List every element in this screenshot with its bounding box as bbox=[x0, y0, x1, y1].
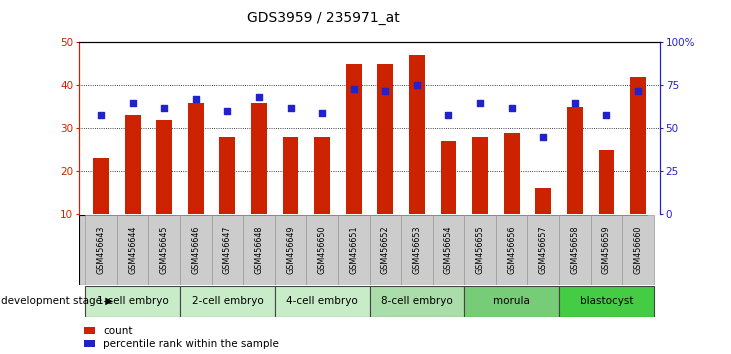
Point bbox=[253, 95, 265, 100]
Bar bbox=[93, 158, 109, 257]
Point bbox=[284, 105, 296, 110]
Bar bbox=[433, 215, 464, 285]
Text: GSM456658: GSM456658 bbox=[570, 225, 579, 274]
Point bbox=[159, 105, 170, 110]
Text: GSM456652: GSM456652 bbox=[381, 225, 390, 274]
Bar bbox=[148, 215, 180, 285]
Text: 4-cell embryo: 4-cell embryo bbox=[287, 296, 358, 306]
Bar bbox=[180, 286, 275, 317]
Point bbox=[569, 100, 580, 105]
Bar bbox=[314, 137, 330, 257]
Legend: count, percentile rank within the sample: count, percentile rank within the sample bbox=[84, 326, 279, 349]
Bar bbox=[401, 215, 433, 285]
Point bbox=[443, 112, 455, 118]
Bar bbox=[472, 137, 488, 257]
Text: GSM456649: GSM456649 bbox=[286, 225, 295, 274]
Text: GSM456660: GSM456660 bbox=[634, 226, 643, 274]
Bar bbox=[211, 215, 243, 285]
Bar bbox=[243, 215, 275, 285]
Bar bbox=[251, 103, 267, 257]
Text: development stage ▶: development stage ▶ bbox=[1, 296, 114, 306]
Point bbox=[632, 88, 644, 93]
Text: GSM456656: GSM456656 bbox=[507, 225, 516, 274]
Point bbox=[474, 100, 486, 105]
Bar bbox=[591, 215, 622, 285]
Point bbox=[411, 82, 423, 88]
Bar bbox=[370, 286, 464, 317]
Bar bbox=[125, 115, 140, 257]
Bar bbox=[599, 150, 614, 257]
Text: GSM456648: GSM456648 bbox=[254, 226, 263, 274]
Text: GDS3959 / 235971_at: GDS3959 / 235971_at bbox=[246, 11, 399, 25]
Bar bbox=[86, 215, 117, 285]
Text: GSM456646: GSM456646 bbox=[192, 226, 200, 274]
Text: blastocyst: blastocyst bbox=[580, 296, 633, 306]
Bar bbox=[156, 120, 172, 257]
Text: GSM456654: GSM456654 bbox=[444, 225, 453, 274]
Bar bbox=[630, 77, 646, 257]
Text: GSM456651: GSM456651 bbox=[349, 225, 358, 274]
Bar bbox=[464, 286, 559, 317]
Bar bbox=[528, 215, 559, 285]
Point bbox=[317, 110, 328, 116]
Text: morula: morula bbox=[493, 296, 530, 306]
Bar bbox=[338, 215, 370, 285]
Bar bbox=[370, 215, 401, 285]
Bar bbox=[275, 286, 370, 317]
Bar bbox=[306, 215, 338, 285]
Point bbox=[190, 96, 202, 102]
Bar bbox=[441, 141, 456, 257]
Point bbox=[95, 112, 107, 118]
Text: 2-cell embryo: 2-cell embryo bbox=[192, 296, 263, 306]
Bar bbox=[559, 215, 591, 285]
Bar bbox=[283, 137, 298, 257]
Point bbox=[126, 100, 138, 105]
Text: GSM456657: GSM456657 bbox=[539, 225, 548, 274]
Bar bbox=[496, 215, 528, 285]
Text: GSM456644: GSM456644 bbox=[128, 226, 137, 274]
Text: 1-cell embryo: 1-cell embryo bbox=[96, 296, 169, 306]
Text: GSM456650: GSM456650 bbox=[318, 225, 327, 274]
Bar bbox=[86, 286, 180, 317]
Text: GSM456659: GSM456659 bbox=[602, 225, 611, 274]
Point bbox=[537, 134, 549, 140]
Text: GSM456645: GSM456645 bbox=[160, 225, 169, 274]
Point bbox=[379, 88, 391, 93]
Bar bbox=[559, 286, 654, 317]
Text: GSM456647: GSM456647 bbox=[223, 225, 232, 274]
Bar bbox=[377, 64, 393, 257]
Bar bbox=[346, 64, 362, 257]
Bar bbox=[188, 103, 204, 257]
Point bbox=[348, 86, 360, 92]
Bar bbox=[464, 215, 496, 285]
Point bbox=[221, 108, 233, 114]
Text: GSM456655: GSM456655 bbox=[476, 225, 485, 274]
Text: GSM456643: GSM456643 bbox=[96, 226, 105, 274]
Bar bbox=[180, 215, 211, 285]
Bar bbox=[622, 215, 654, 285]
Bar bbox=[409, 55, 425, 257]
Bar bbox=[117, 215, 148, 285]
Text: GSM456653: GSM456653 bbox=[412, 225, 421, 274]
Point bbox=[601, 112, 613, 118]
Bar bbox=[535, 188, 551, 257]
Bar bbox=[567, 107, 583, 257]
Bar bbox=[219, 137, 235, 257]
Point bbox=[506, 105, 518, 110]
Bar bbox=[275, 215, 306, 285]
Text: 8-cell embryo: 8-cell embryo bbox=[381, 296, 452, 306]
Bar bbox=[504, 133, 520, 257]
